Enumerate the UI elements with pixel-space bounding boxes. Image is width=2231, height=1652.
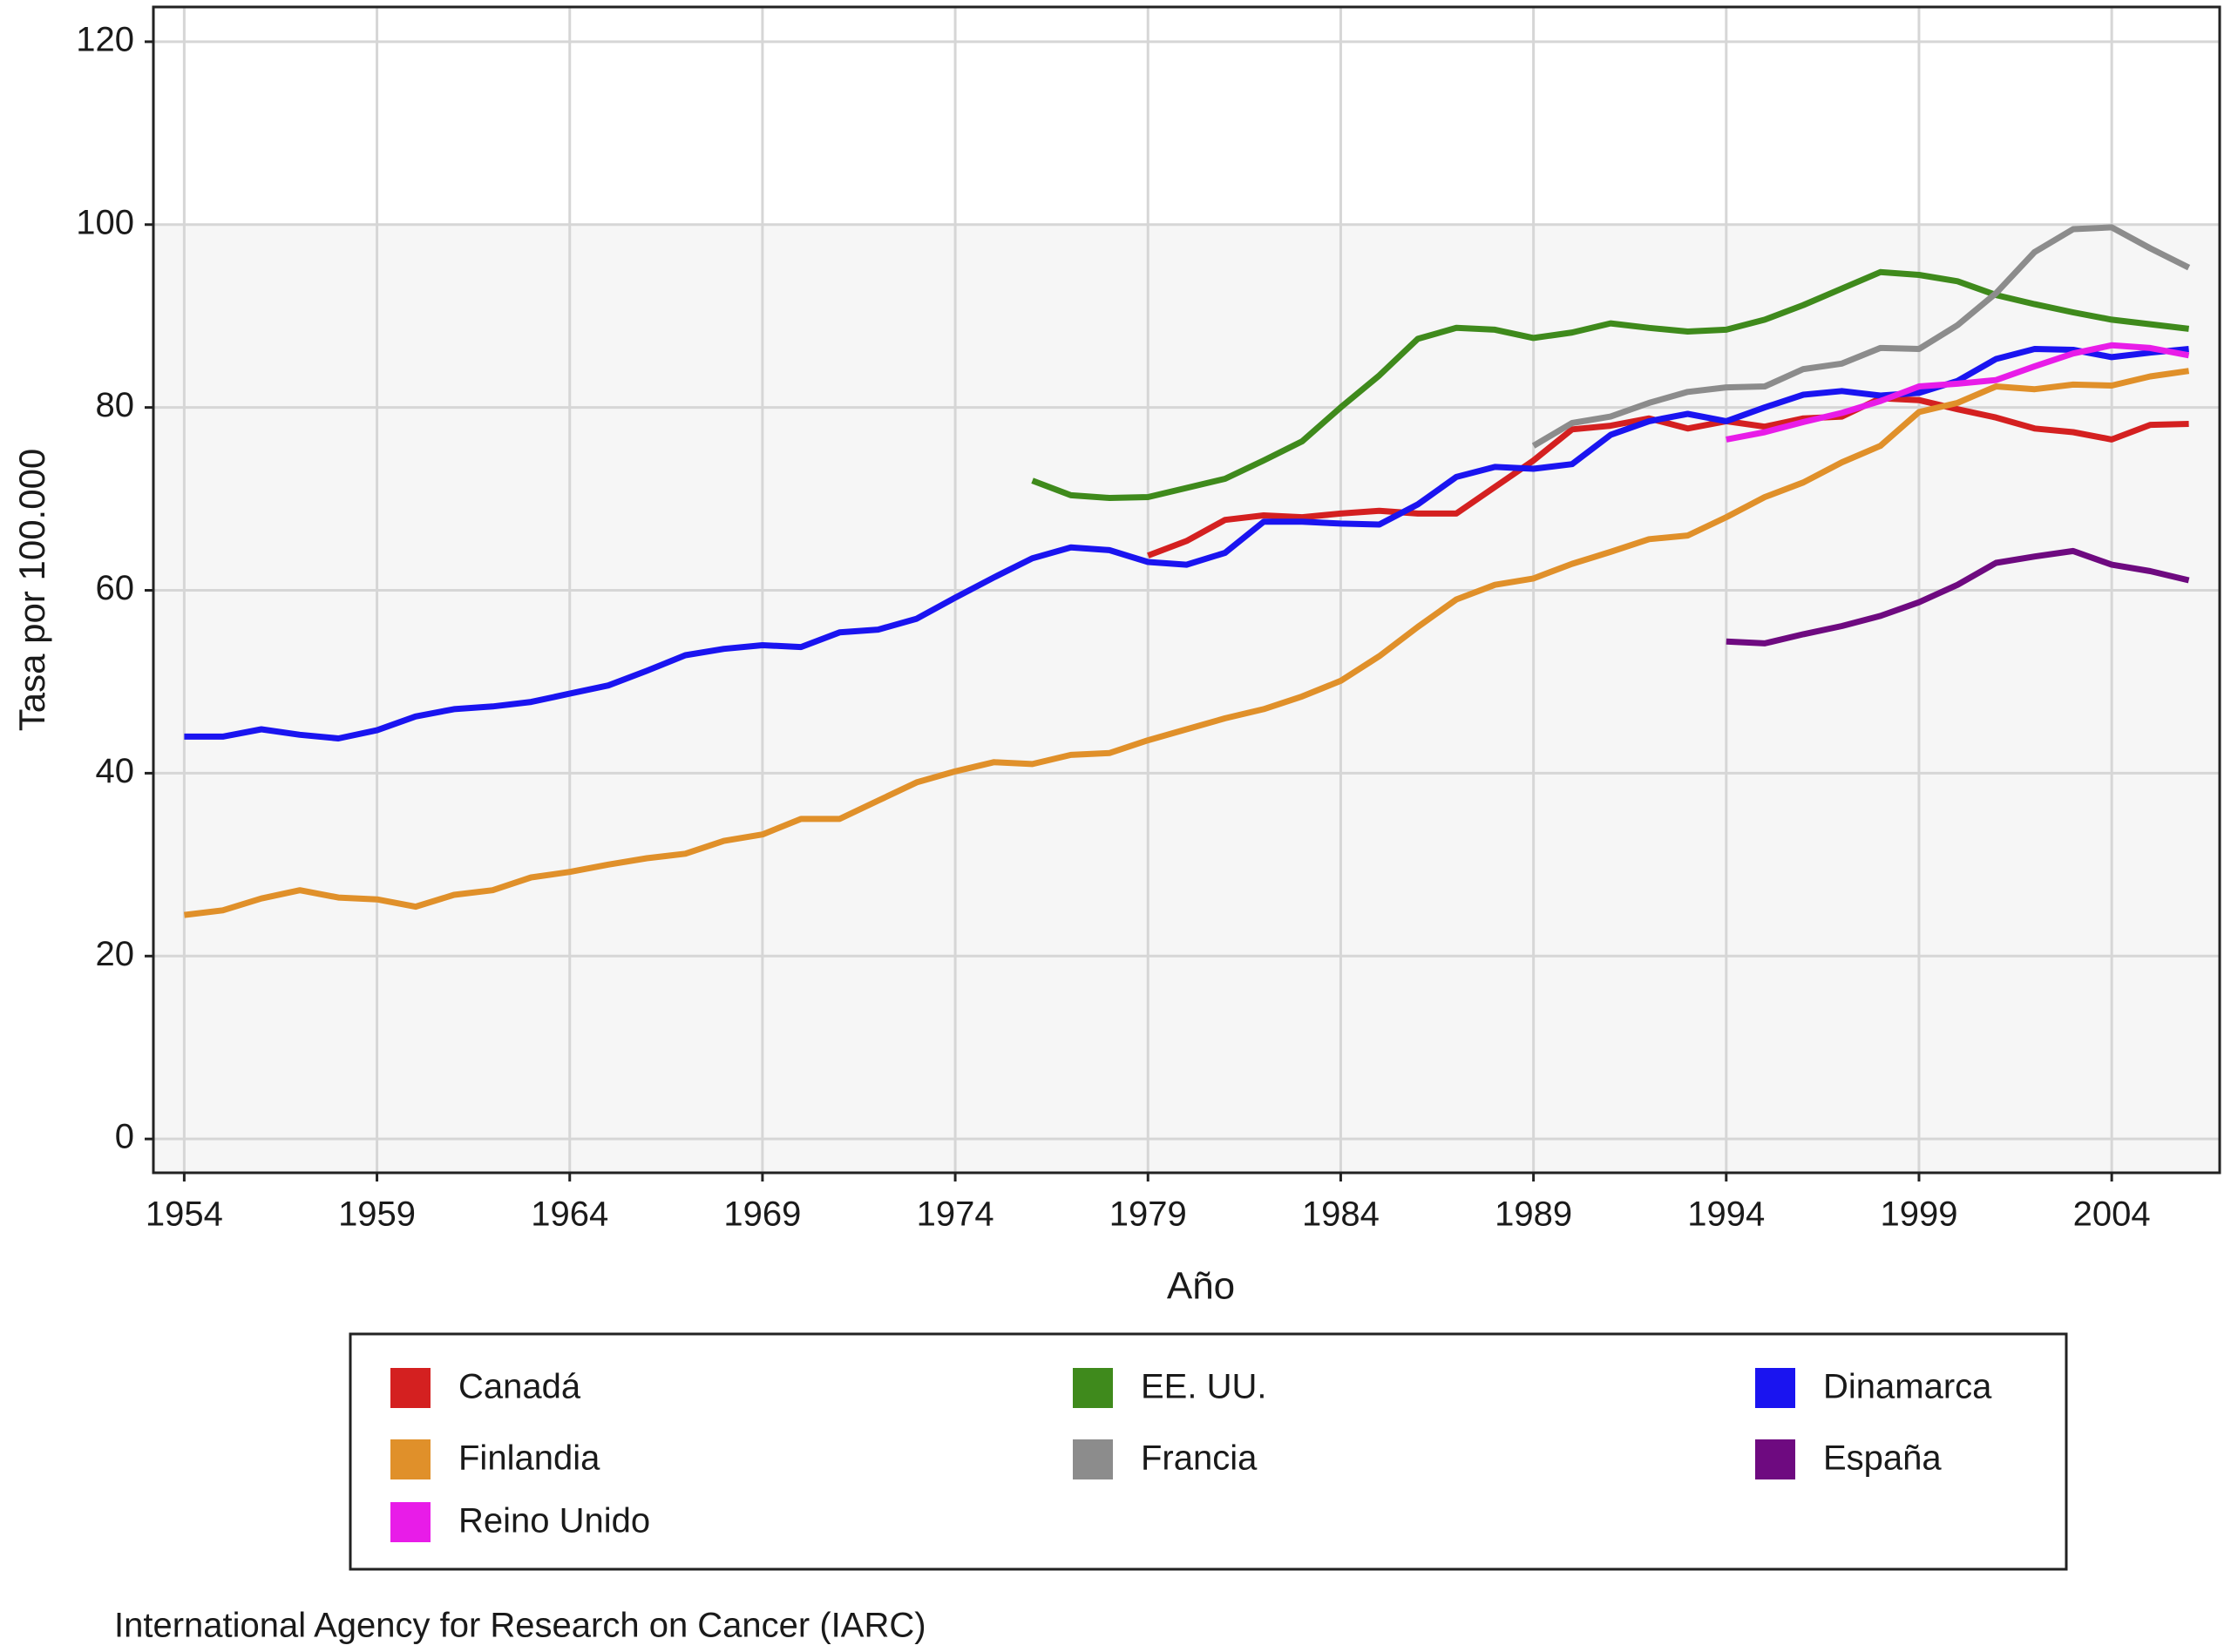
series-line — [1726, 342, 2190, 443]
series-line — [1531, 224, 2191, 449]
x-tick-label: 1954 — [146, 1195, 223, 1234]
legend-swatch — [1755, 1439, 1795, 1479]
legend-swatch — [1755, 1368, 1795, 1408]
x-axis-title: Año — [1167, 1265, 1235, 1308]
x-tick-label: 1979 — [1109, 1195, 1187, 1234]
legend-swatch — [390, 1439, 431, 1479]
y-tick-label: 40 — [96, 752, 135, 790]
x-tick-label: 1989 — [1495, 1195, 1572, 1234]
y-tick-label: 120 — [76, 20, 134, 58]
legend-label: Reino Unido — [458, 1502, 650, 1540]
x-tick-label: 1984 — [1302, 1195, 1380, 1234]
y-tick-label: 60 — [96, 569, 135, 607]
x-tick-label: 1969 — [723, 1195, 801, 1234]
legend-swatch — [390, 1502, 431, 1542]
legend-label: EE. UU. — [1141, 1368, 1266, 1406]
x-tick-label: 1964 — [531, 1195, 608, 1234]
legend-label: Dinamarca — [1823, 1368, 1992, 1406]
x-tick-label: 1999 — [1880, 1195, 1957, 1234]
x-tick-label: 1974 — [917, 1195, 994, 1234]
y-tick-label: 20 — [96, 935, 135, 973]
x-tick-label: 1994 — [1687, 1195, 1765, 1234]
legend-label: Canadá — [458, 1368, 581, 1406]
legend-label: Francia — [1141, 1439, 1258, 1478]
legend-swatch — [1073, 1368, 1113, 1408]
y-tick-label: 100 — [76, 203, 134, 241]
series-line — [183, 368, 2190, 918]
y-tick-label: 0 — [115, 1118, 134, 1156]
series-line — [1147, 395, 2189, 559]
legend-label: España — [1823, 1439, 1942, 1478]
y-tick-label: 80 — [96, 386, 135, 424]
series-line — [1726, 547, 2190, 647]
source-note: International Agency for Research on Can… — [114, 1607, 926, 1645]
series-line — [184, 346, 2189, 741]
x-tick-label: 1959 — [338, 1195, 416, 1234]
legend-swatch — [390, 1368, 431, 1408]
legend-label: Finlandia — [458, 1439, 600, 1478]
x-tick-label: 2004 — [2073, 1195, 2151, 1234]
legend-swatch — [1073, 1439, 1113, 1479]
y-axis-title: Tasa por 100.000 — [11, 449, 52, 732]
plot-top-band — [155, 9, 2218, 225]
